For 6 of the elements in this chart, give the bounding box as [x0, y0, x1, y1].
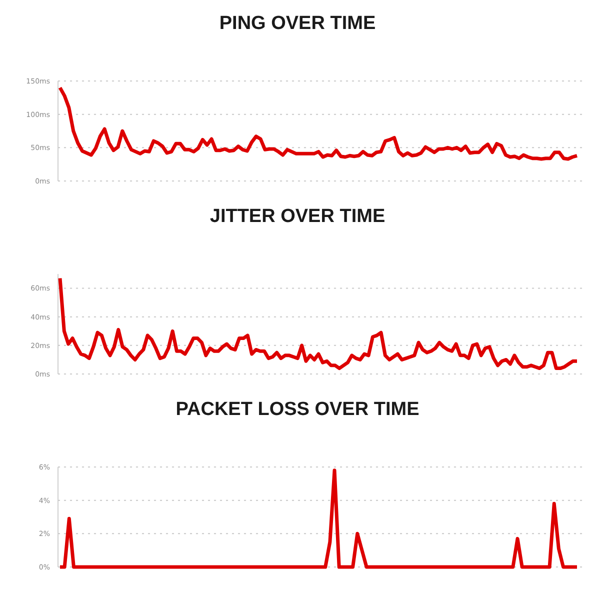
chart-title: PING OVER TIME	[219, 13, 376, 34]
line-series	[58, 468, 579, 569]
chart-title: PACKET LOSS OVER TIME	[176, 399, 420, 420]
chart-title: JITTER OVER TIME	[210, 206, 386, 227]
line-series	[58, 86, 579, 161]
line-series	[58, 276, 579, 370]
